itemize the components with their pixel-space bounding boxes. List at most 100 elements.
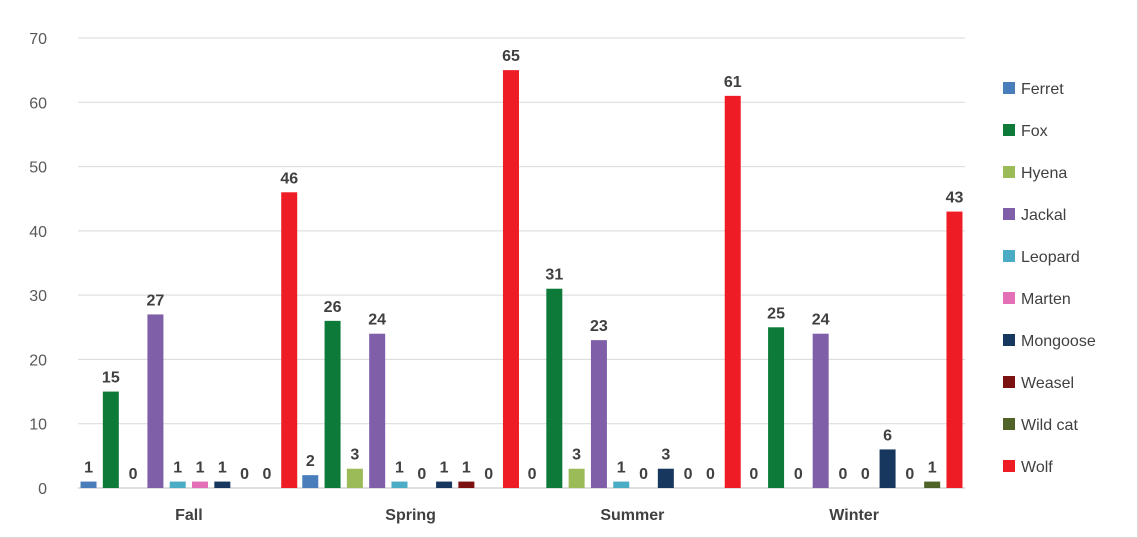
y-tick-label-70: 70 <box>29 31 47 48</box>
bar-spring-ferret <box>302 475 319 488</box>
data-label-spring-weasel: 1 <box>462 460 471 477</box>
legend-swatch-jackal <box>1003 208 1015 220</box>
legend-item-fox: Fox <box>1003 123 1048 140</box>
data-label-fall-marten: 1 <box>196 460 205 477</box>
bar-winter-mongoose <box>879 449 896 488</box>
data-label-summer-mongoose: 3 <box>661 447 670 464</box>
legend-swatch-leopard <box>1003 250 1015 262</box>
x-category-label-winter: Winter <box>829 507 879 524</box>
data-label-winter-wolf: 43 <box>946 190 964 207</box>
legend-item-wolf: Wolf <box>1003 459 1053 476</box>
legend-swatch-hyena <box>1003 166 1015 178</box>
data-label-winter-fox: 25 <box>767 305 785 322</box>
bar-spring-leopard <box>391 481 408 488</box>
legend-label-jackal: Jackal <box>1021 207 1066 224</box>
bar-summer-leopard <box>613 481 630 488</box>
data-label-winter-jackal: 24 <box>812 312 830 329</box>
data-label-fall-hyena: 0 <box>129 466 138 483</box>
data-label-fall-fox: 15 <box>102 370 120 387</box>
legend-item-wild-cat: Wild cat <box>1003 417 1078 434</box>
legend: Ferret Fox Hyena Jackal Leopard Marten Mongoos… <box>1003 81 1096 476</box>
data-label-fall-jackal: 27 <box>147 292 165 309</box>
bar-summer-fox <box>546 288 563 488</box>
bar-fall-mongoose <box>214 481 231 488</box>
data-label-spring-fox: 26 <box>324 299 342 316</box>
bar-summer-wolf <box>724 95 741 488</box>
bar-summer-mongoose <box>657 468 674 488</box>
data-label-fall-mongoose: 1 <box>218 460 227 477</box>
data-label-spring-jackal: 24 <box>368 312 386 329</box>
legend-label-wolf: Wolf <box>1021 459 1053 476</box>
legend-swatch-fox <box>1003 124 1015 136</box>
y-tick-label-30: 30 <box>29 288 47 305</box>
data-label-summer-jackal: 23 <box>590 318 608 335</box>
bars <box>80 70 963 489</box>
bar-summer-jackal <box>590 340 607 488</box>
legend-swatch-marten <box>1003 292 1015 304</box>
data-label-spring-ferret: 2 <box>306 453 315 470</box>
y-tick-label-60: 60 <box>29 95 47 112</box>
x-axis-categories: Fall Spring Summer Winter <box>175 507 879 524</box>
data-label-summer-hyena: 3 <box>572 447 581 464</box>
legend-item-mongoose: Mongoose <box>1003 333 1096 350</box>
bar-spring-jackal <box>369 333 386 488</box>
data-label-summer-marten: 0 <box>639 466 648 483</box>
bar-winter-jackal <box>812 333 829 488</box>
data-label-winter-weasel: 0 <box>905 466 914 483</box>
x-category-label-spring: Spring <box>385 507 436 524</box>
legend-label-mongoose: Mongoose <box>1021 333 1096 350</box>
gridlines <box>78 37 965 489</box>
x-category-label-summer: Summer <box>600 507 664 524</box>
legend-swatch-weasel <box>1003 376 1015 388</box>
data-label-winter-marten: 0 <box>861 466 870 483</box>
data-label-spring-wild-cat: 0 <box>484 466 493 483</box>
bar-winter-wild-cat <box>924 481 941 488</box>
legend-label-leopard: Leopard <box>1021 249 1080 266</box>
y-tick-label-40: 40 <box>29 224 47 241</box>
bar-summer-hyena <box>568 468 585 488</box>
bar-spring-fox <box>324 320 341 488</box>
legend-label-wild-cat: Wild cat <box>1021 417 1078 434</box>
bar-winter-fox <box>768 327 785 488</box>
data-label-winter-leopard: 0 <box>839 466 848 483</box>
legend-item-marten: Marten <box>1003 291 1071 308</box>
data-label-fall-wolf: 46 <box>280 170 298 187</box>
bar-fall-jackal <box>147 314 164 488</box>
data-label-spring-leopard: 1 <box>395 460 404 477</box>
y-tick-label-0: 0 <box>38 481 47 498</box>
bar-fall-marten <box>192 481 209 488</box>
y-tick-label-50: 50 <box>29 160 47 177</box>
legend-swatch-mongoose <box>1003 334 1015 346</box>
bar-winter-wolf <box>946 211 963 489</box>
data-label-winter-mongoose: 6 <box>883 427 892 444</box>
legend-swatch-ferret <box>1003 82 1015 94</box>
data-label-winter-wild-cat: 1 <box>928 460 937 477</box>
data-label-spring-marten: 0 <box>417 466 426 483</box>
legend-label-fox: Fox <box>1021 123 1048 140</box>
data-label-summer-weasel: 0 <box>684 466 693 483</box>
legend-label-ferret: Ferret <box>1021 81 1064 98</box>
data-label-fall-weasel: 0 <box>240 466 249 483</box>
data-label-summer-ferret: 0 <box>528 466 537 483</box>
legend-swatch-wolf <box>1003 460 1015 472</box>
legend-label-hyena: Hyena <box>1021 165 1067 182</box>
data-label-fall-leopard: 1 <box>173 460 182 477</box>
data-label-fall-wild-cat: 0 <box>262 466 271 483</box>
bar-fall-ferret <box>80 481 97 488</box>
data-label-winter-ferret: 0 <box>749 466 758 483</box>
data-label-summer-fox: 31 <box>545 267 563 284</box>
data-label-summer-wild-cat: 0 <box>706 466 715 483</box>
legend-item-ferret: Ferret <box>1003 81 1064 98</box>
bar-spring-mongoose <box>436 481 453 488</box>
y-tick-label-20: 20 <box>29 352 47 369</box>
data-label-summer-wolf: 61 <box>724 74 742 91</box>
legend-label-weasel: Weasel <box>1021 375 1074 392</box>
legend-swatch-wild-cat <box>1003 418 1015 430</box>
legend-item-jackal: Jackal <box>1003 207 1066 224</box>
y-axis-ticks: 0 10 20 30 40 50 60 70 <box>29 31 47 498</box>
legend-item-hyena: Hyena <box>1003 165 1067 182</box>
bar-spring-wolf <box>502 70 519 489</box>
data-label-spring-hyena: 3 <box>350 447 359 464</box>
